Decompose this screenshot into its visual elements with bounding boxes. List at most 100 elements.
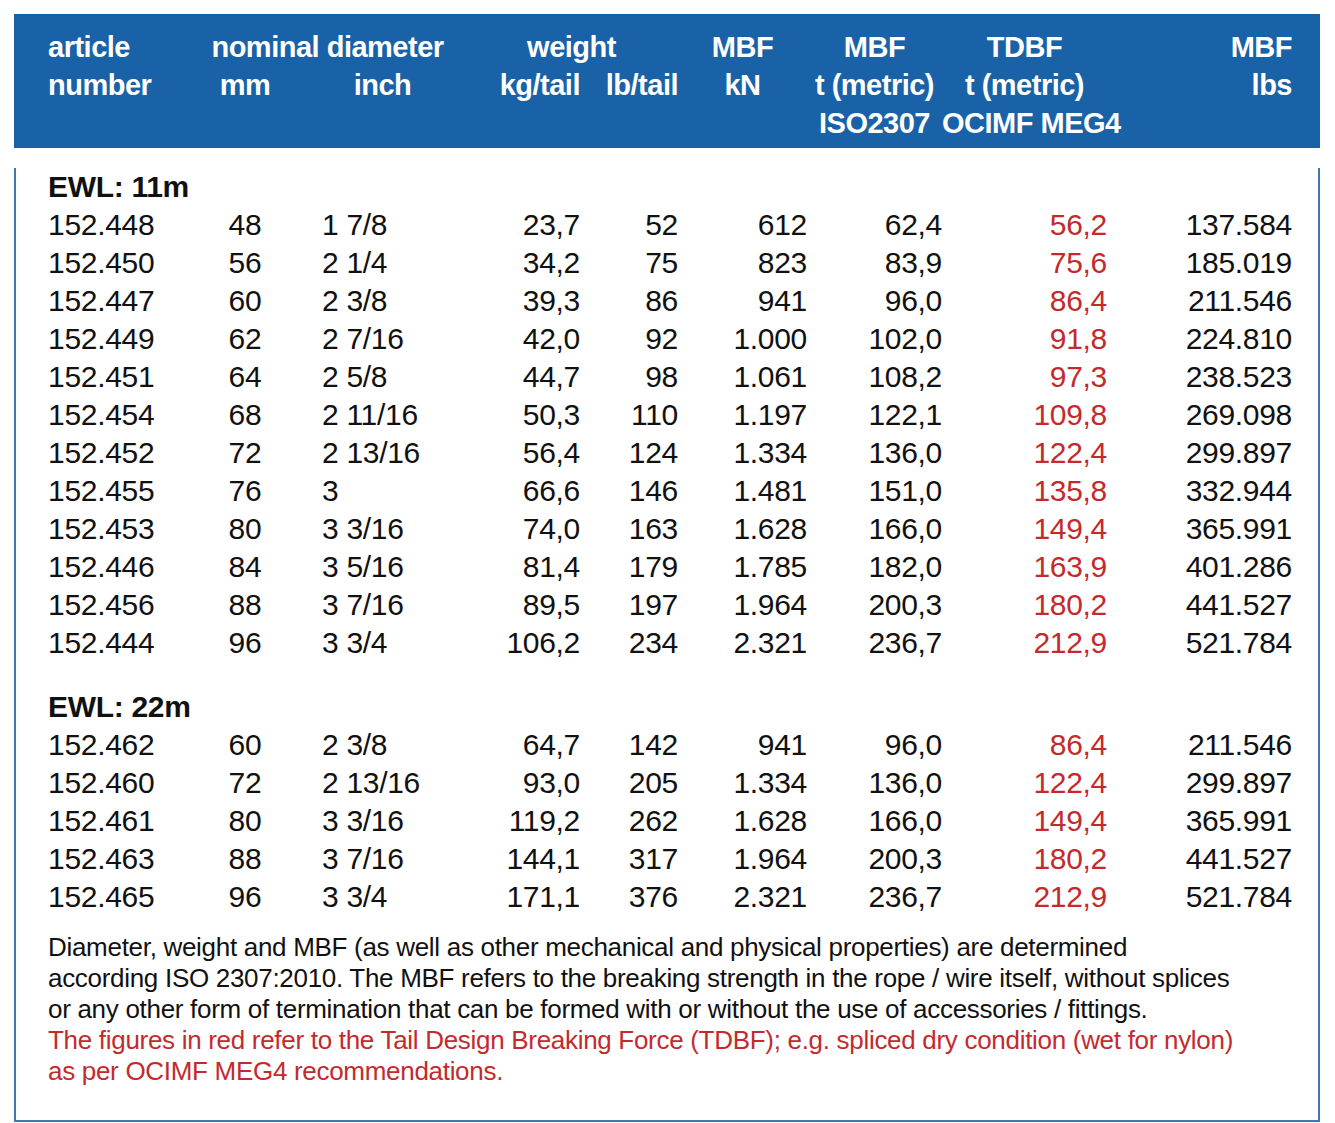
cell-tdbf-t-metric: 75,6 [942, 244, 1107, 282]
cell-mbf-lbs: 185.019 [1107, 244, 1292, 282]
cell-mbf-lbs: 211.546 [1107, 282, 1292, 320]
cell-mbf-lbs: 299.897 [1107, 764, 1292, 802]
cell-weight-lb-tail: 124 [580, 434, 678, 472]
cell-weight-lb-tail: 110 [580, 396, 678, 434]
cell-mbf-t-metric: 136,0 [807, 764, 942, 802]
cell-article-number: 152.454 [48, 396, 190, 434]
cell-diameter-mm: 76 [190, 472, 300, 510]
cell-diameter-mm: 88 [190, 586, 300, 624]
datasheet-table: article number nominal diameter mm inch … [14, 14, 1320, 1102]
cell-diameter-mm: 60 [190, 726, 300, 764]
cell-mbf-lbs: 441.527 [1107, 840, 1292, 878]
cell-article-number: 152.456 [48, 586, 190, 624]
cell-diameter-mm: 96 [190, 624, 300, 662]
cell-weight-lb-tail: 92 [580, 320, 678, 358]
cell-mbf-kn: 1.334 [678, 764, 807, 802]
cell-tdbf-t-metric: 149,4 [942, 510, 1107, 548]
cell-weight-kg-tail: 39,3 [465, 282, 580, 320]
header-iso2307: ISO2307 [807, 104, 942, 142]
table-row: 152.447602 3/839,38694196,086,4211.546 [48, 282, 1292, 320]
cell-mbf-lbs: 401.286 [1107, 548, 1292, 586]
table-row: 152.456883 7/1689,51971.964200,3180,2441… [48, 586, 1292, 624]
cell-article-number: 152.460 [48, 764, 190, 802]
cell-article-number: 152.448 [48, 206, 190, 244]
cell-tdbf-t-metric: 180,2 [942, 840, 1107, 878]
cell-mbf-t-metric: 182,0 [807, 548, 942, 586]
cell-mbf-t-metric: 83,9 [807, 244, 942, 282]
cell-mbf-t-metric: 200,3 [807, 840, 942, 878]
cell-diameter-mm: 48 [190, 206, 300, 244]
cell-mbf-lbs: 441.527 [1107, 586, 1292, 624]
cell-mbf-lbs: 299.897 [1107, 434, 1292, 472]
cell-mbf-kn: 1.785 [678, 548, 807, 586]
cell-article-number: 152.463 [48, 840, 190, 878]
header-nominal-diameter: nominal diameter [190, 28, 465, 66]
header-number: number [48, 66, 190, 104]
cell-weight-lb-tail: 234 [580, 624, 678, 662]
header-tdbf: TDBF [942, 28, 1107, 66]
cell-tdbf-t-metric: 86,4 [942, 282, 1107, 320]
cell-article-number: 152.449 [48, 320, 190, 358]
cell-diameter-inch: 2 3/8 [300, 282, 465, 320]
cell-diameter-inch: 3 3/4 [300, 878, 465, 916]
cell-weight-kg-tail: 106,2 [465, 624, 580, 662]
table-row: 152.463883 7/16144,13171.964200,3180,244… [48, 840, 1292, 878]
cell-article-number: 152.444 [48, 624, 190, 662]
table-row: 152.465963 3/4171,13762.321236,7212,9521… [48, 878, 1292, 916]
cell-tdbf-t-metric: 163,9 [942, 548, 1107, 586]
header-mm: mm [190, 66, 300, 104]
header-kn-unit: kN [678, 66, 807, 104]
cell-mbf-kn: 1.964 [678, 586, 807, 624]
cell-diameter-mm: 62 [190, 320, 300, 358]
cell-diameter-mm: 72 [190, 764, 300, 802]
cell-diameter-mm: 68 [190, 396, 300, 434]
header-lbs-unit: lbs [1107, 66, 1292, 104]
cell-mbf-kn: 941 [678, 282, 807, 320]
cell-mbf-lbs: 137.584 [1107, 206, 1292, 244]
cell-weight-lb-tail: 142 [580, 726, 678, 764]
cell-article-number: 152.446 [48, 548, 190, 586]
footnote-line-red: The figures in red refer to the Tail Des… [48, 1025, 1292, 1056]
header-mbf-t: MBF [807, 28, 942, 66]
cell-weight-lb-tail: 197 [580, 586, 678, 624]
cell-mbf-t-metric: 151,0 [807, 472, 942, 510]
cell-weight-kg-tail: 50,3 [465, 396, 580, 434]
cell-mbf-lbs: 224.810 [1107, 320, 1292, 358]
cell-mbf-lbs: 238.523 [1107, 358, 1292, 396]
cell-diameter-mm: 64 [190, 358, 300, 396]
cell-diameter-inch: 3 7/16 [300, 586, 465, 624]
cell-mbf-lbs: 365.991 [1107, 510, 1292, 548]
cell-mbf-t-metric: 166,0 [807, 802, 942, 840]
cell-article-number: 152.453 [48, 510, 190, 548]
cell-diameter-inch: 3 [300, 472, 465, 510]
cell-diameter-inch: 2 13/16 [300, 434, 465, 472]
cell-weight-lb-tail: 376 [580, 878, 678, 916]
section-rows-ewl-11m: 152.448481 7/823,75261262,456,2137.58415… [48, 206, 1292, 662]
cell-diameter-mm: 96 [190, 878, 300, 916]
cell-mbf-t-metric: 200,3 [807, 586, 942, 624]
cell-weight-kg-tail: 93,0 [465, 764, 580, 802]
cell-weight-lb-tail: 86 [580, 282, 678, 320]
cell-tdbf-t-metric: 180,2 [942, 586, 1107, 624]
cell-weight-lb-tail: 75 [580, 244, 678, 282]
cell-article-number: 152.452 [48, 434, 190, 472]
table-row: 152.446843 5/1681,41791.785182,0163,9401… [48, 548, 1292, 586]
cell-tdbf-t-metric: 122,4 [942, 764, 1107, 802]
header-mbf-lbs: MBF [1107, 28, 1292, 66]
cell-mbf-kn: 1.000 [678, 320, 807, 358]
footnote-line: Diameter, weight and MBF (as well as oth… [48, 932, 1292, 963]
cell-diameter-inch: 3 3/16 [300, 802, 465, 840]
table-row: 152.444963 3/4106,22342.321236,7212,9521… [48, 624, 1292, 662]
cell-diameter-mm: 80 [190, 510, 300, 548]
cell-diameter-mm: 84 [190, 548, 300, 586]
cell-weight-kg-tail: 56,4 [465, 434, 580, 472]
cell-mbf-t-metric: 136,0 [807, 434, 942, 472]
cell-mbf-kn: 1.197 [678, 396, 807, 434]
cell-mbf-lbs: 332.944 [1107, 472, 1292, 510]
cell-diameter-mm: 72 [190, 434, 300, 472]
cell-diameter-inch: 2 1/4 [300, 244, 465, 282]
cell-diameter-inch: 2 3/8 [300, 726, 465, 764]
footnote: Diameter, weight and MBF (as well as oth… [48, 932, 1292, 1087]
cell-diameter-mm: 56 [190, 244, 300, 282]
cell-diameter-inch: 3 5/16 [300, 548, 465, 586]
